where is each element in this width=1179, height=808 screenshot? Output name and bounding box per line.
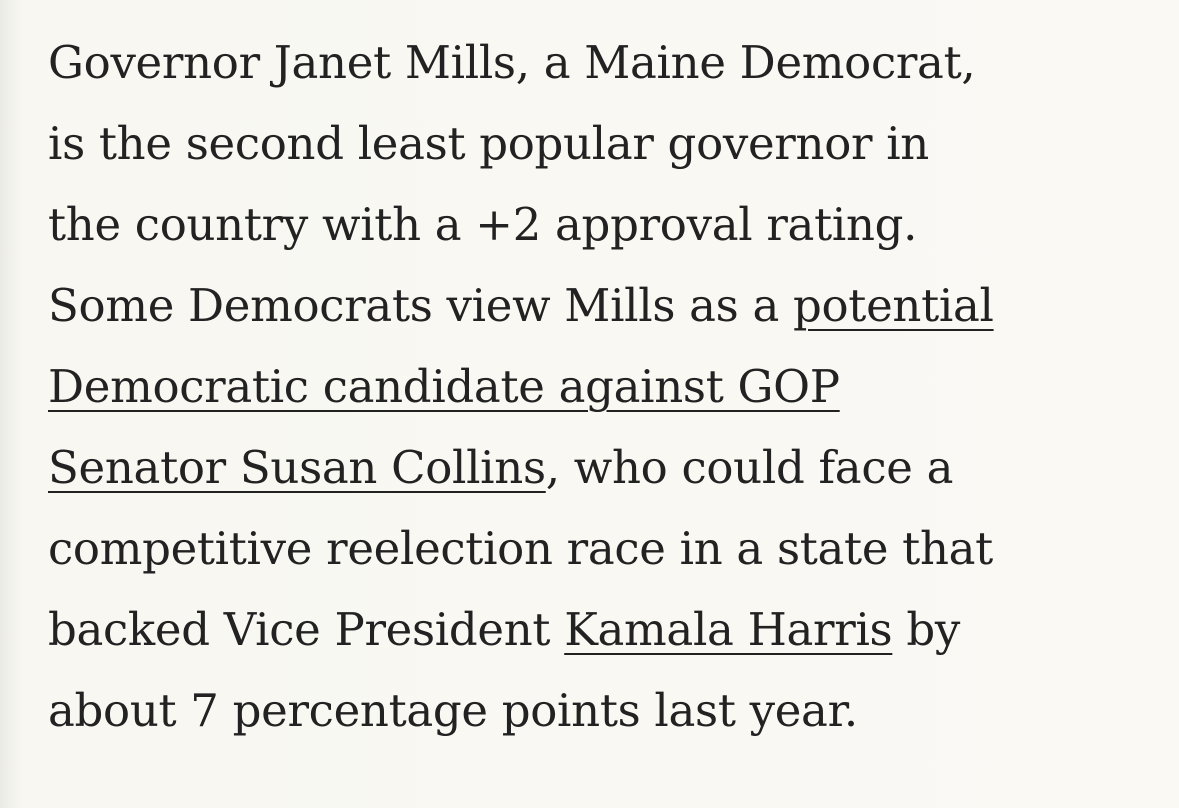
text-line: Governor Janet Mills, a Maine Democrat, [48,22,1168,103]
text-run: about 7 percentage points last year. [48,684,858,737]
text-run: the country with a +2 approval rating. [48,198,918,251]
link[interactable]: Senator Susan Collins [48,441,546,494]
text-run: , who could face a [545,441,954,494]
link[interactable]: Democratic candidate against GOP [48,360,840,413]
text-run: is the second least popular governor in [48,117,929,170]
article-paragraph: Governor Janet Mills, a Maine Democrat, i… [48,22,1168,751]
text-run: backed Vice President [48,603,565,656]
text-line: the country with a +2 approval rating. [48,184,1168,265]
text-line: backed Vice President Kamala Harris by [48,589,1168,670]
text-run: Some Democrats view Mills as a [48,279,793,332]
text-line: Democratic candidate against GOP [48,346,1168,427]
text-line: Some Democrats view Mills as a potential [48,265,1168,346]
link[interactable]: Kamala Harris [564,603,893,656]
text-run: Governor Janet Mills, a Maine Democrat, [48,36,976,89]
text-line: about 7 percentage points last year. [48,670,1168,751]
text-run: by [892,603,960,656]
text-run: competitive reelection race in a state t… [48,522,993,575]
text-line: Senator Susan Collins, who could face a [48,427,1168,508]
text-line: competitive reelection race in a state t… [48,508,1168,589]
text-line: is the second least popular governor in [48,103,1168,184]
link[interactable]: potential [793,279,994,332]
